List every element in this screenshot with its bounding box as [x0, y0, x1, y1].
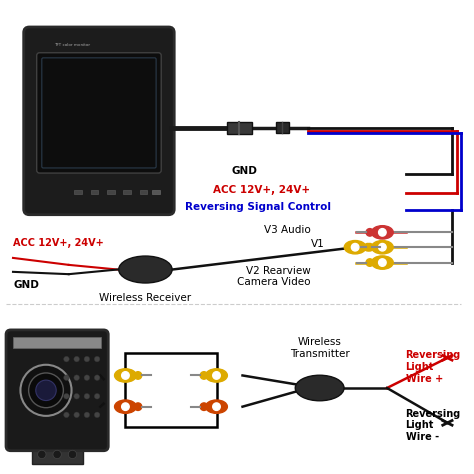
Circle shape	[20, 365, 72, 416]
Circle shape	[53, 450, 61, 459]
Circle shape	[37, 450, 46, 459]
Ellipse shape	[364, 244, 372, 251]
Bar	[123, 190, 131, 194]
Text: TFT color monitor: TFT color monitor	[55, 43, 91, 47]
Circle shape	[379, 244, 386, 251]
Ellipse shape	[206, 400, 228, 413]
Ellipse shape	[295, 375, 344, 401]
Circle shape	[74, 375, 80, 381]
Text: Wireless
Transmitter: Wireless Transmitter	[290, 337, 349, 359]
Ellipse shape	[366, 259, 374, 266]
Ellipse shape	[372, 226, 393, 239]
Circle shape	[84, 393, 90, 399]
Circle shape	[74, 412, 80, 418]
Bar	[74, 190, 82, 194]
Circle shape	[94, 356, 100, 362]
FancyBboxPatch shape	[6, 330, 108, 451]
Circle shape	[213, 372, 220, 379]
Text: ACC 12V+, 24V+: ACC 12V+, 24V+	[13, 237, 104, 247]
Bar	[32, 445, 82, 464]
Text: V1: V1	[310, 239, 324, 249]
Bar	[152, 190, 160, 194]
Circle shape	[74, 393, 80, 399]
Ellipse shape	[366, 228, 374, 236]
Ellipse shape	[344, 240, 366, 254]
Ellipse shape	[372, 256, 393, 269]
Text: Reversing Signal Control: Reversing Signal Control	[185, 202, 331, 212]
Circle shape	[84, 356, 90, 362]
Circle shape	[84, 375, 90, 381]
Ellipse shape	[118, 256, 172, 283]
Text: V3 Audio: V3 Audio	[264, 225, 310, 235]
Ellipse shape	[200, 372, 208, 379]
Ellipse shape	[372, 240, 393, 254]
Text: GND: GND	[231, 166, 257, 176]
Circle shape	[351, 244, 359, 251]
FancyBboxPatch shape	[42, 58, 156, 168]
Circle shape	[68, 450, 77, 459]
Ellipse shape	[134, 372, 142, 379]
Circle shape	[379, 228, 386, 236]
Ellipse shape	[134, 403, 142, 410]
Bar	[91, 190, 98, 194]
Circle shape	[36, 380, 56, 401]
Circle shape	[64, 375, 69, 381]
Circle shape	[122, 403, 129, 410]
FancyBboxPatch shape	[36, 53, 161, 173]
Circle shape	[94, 393, 100, 399]
Circle shape	[213, 403, 220, 410]
FancyBboxPatch shape	[24, 27, 174, 215]
Circle shape	[64, 393, 69, 399]
Text: ACC 12V+, 24V+: ACC 12V+, 24V+	[213, 184, 310, 195]
Text: Reversing
Light
Wire +: Reversing Light Wire +	[406, 350, 461, 383]
Bar	[13, 337, 101, 347]
Circle shape	[84, 412, 90, 418]
Circle shape	[94, 375, 100, 381]
Circle shape	[74, 356, 80, 362]
Text: Reversing
Light
Wire -: Reversing Light Wire -	[406, 409, 461, 442]
Ellipse shape	[200, 403, 208, 410]
Ellipse shape	[366, 244, 374, 251]
Bar	[125, 353, 218, 428]
Ellipse shape	[115, 400, 137, 413]
Circle shape	[28, 373, 64, 408]
Circle shape	[379, 259, 386, 266]
Bar	[140, 190, 147, 194]
Bar	[227, 122, 252, 134]
Circle shape	[64, 412, 69, 418]
Ellipse shape	[206, 369, 228, 382]
Circle shape	[64, 356, 69, 362]
Text: Wireless Receiver: Wireless Receiver	[100, 293, 191, 303]
Bar	[107, 190, 115, 194]
Ellipse shape	[115, 369, 137, 382]
Bar	[275, 122, 289, 133]
Circle shape	[94, 412, 100, 418]
Circle shape	[122, 372, 129, 379]
Text: V2 Rearview
Camera Video: V2 Rearview Camera Video	[237, 266, 310, 287]
Text: GND: GND	[13, 280, 39, 290]
